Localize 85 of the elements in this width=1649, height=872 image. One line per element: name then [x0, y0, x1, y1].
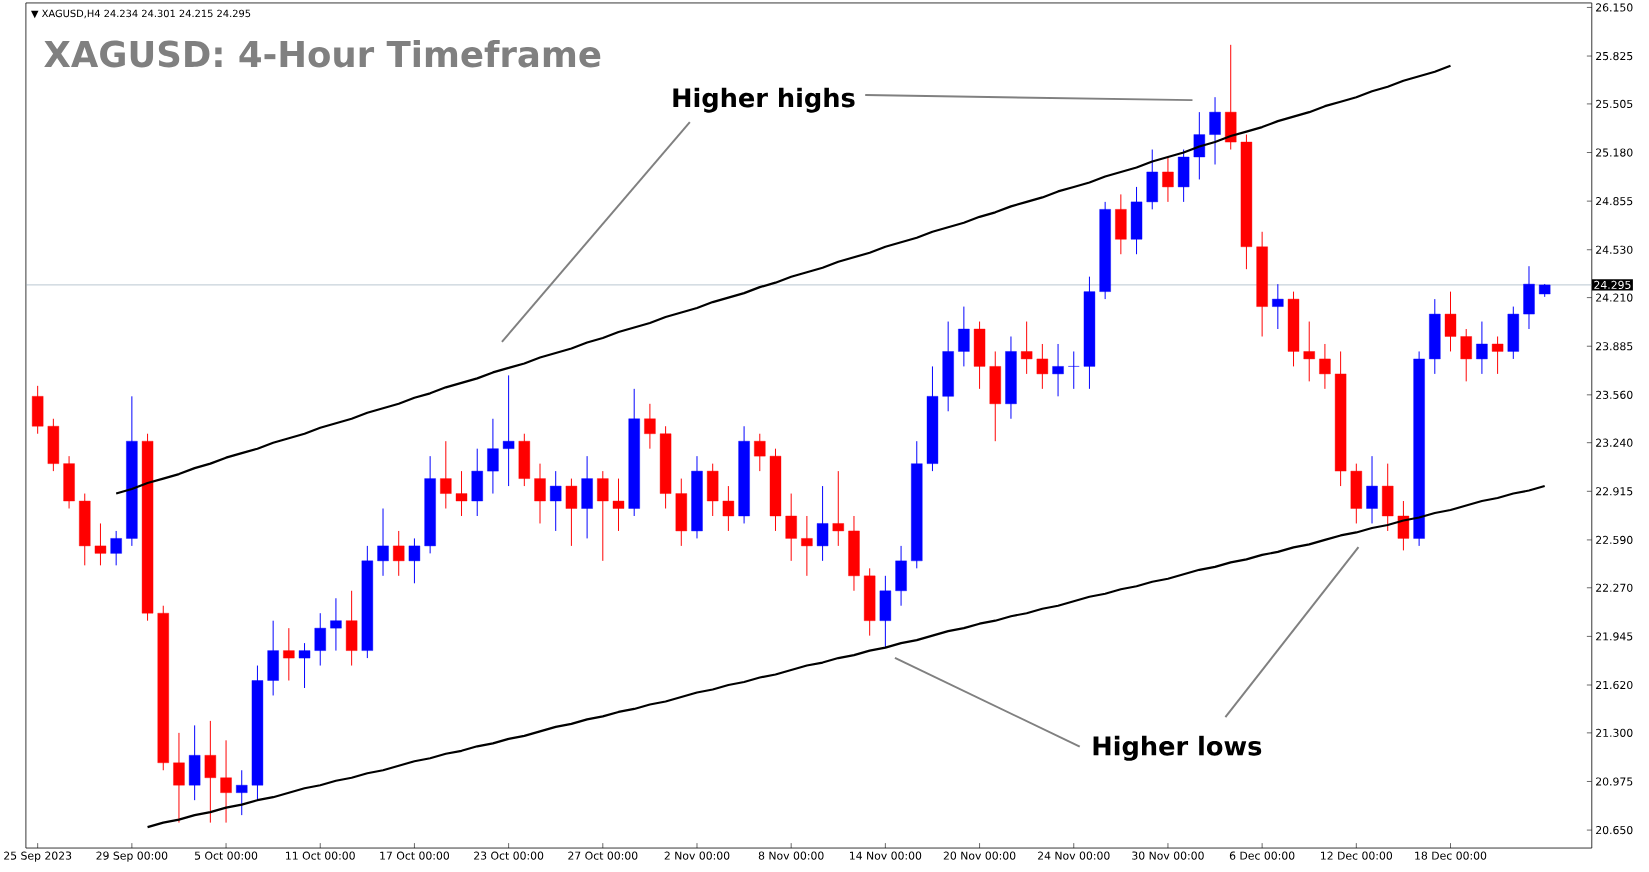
candlestick: [1036, 343, 1049, 390]
x-tick-label: 20 Nov 00:00: [943, 851, 1016, 860]
y-tick-label: 22.270: [1596, 583, 1633, 593]
x-tick-label: 27 Oct 00:00: [568, 851, 638, 860]
candlestick: [597, 470, 609, 562]
x-tick-label: 11 Oct 00:00: [286, 851, 355, 860]
y-tick-label: 21.945: [1596, 632, 1633, 641]
candlestick: [94, 523, 107, 566]
text: XAGUSD: 4-Hour Timeframe: [44, 40, 601, 68]
y-tick-label: 20.975: [1596, 777, 1633, 786]
candlestick: [1209, 96, 1221, 166]
x-tick-label: 17 Oct 00:00: [380, 851, 450, 860]
candlestick: [1303, 321, 1315, 383]
candlestick: [1460, 328, 1472, 383]
y-tick-label: 24.855: [1596, 197, 1633, 206]
candlestick: [440, 440, 452, 510]
y-tick-label: 22.915: [1596, 487, 1633, 496]
candlestick: [801, 515, 813, 577]
candlestick: [1052, 343, 1064, 397]
x-tick-label: 5 Oct 00:00: [194, 851, 258, 860]
candlestick: [1162, 156, 1174, 203]
candlestick: [1068, 351, 1080, 390]
candlestick: [220, 739, 232, 824]
candlestick: [1366, 455, 1378, 525]
candlestick: [330, 597, 342, 652]
candlestick: [1020, 321, 1033, 375]
y-tick-label: 25.180: [1596, 148, 1633, 157]
candlestick: [408, 538, 421, 584]
candlestick: [455, 470, 468, 517]
candlestick: [1491, 336, 1504, 375]
y-tick-label: 25.825: [1596, 52, 1633, 61]
x-tick-label: 6 Dec 00:00: [1229, 851, 1295, 860]
x-tick-label: 2 Nov 00:00: [664, 851, 730, 860]
candlestick: [1193, 111, 1206, 181]
x-tick-label: 23 Oct 00:00: [474, 851, 544, 860]
candlestick: [644, 403, 656, 450]
x-tick-label: 14 Nov 00:00: [850, 851, 922, 860]
y-tick-label: 21.300: [1596, 728, 1633, 738]
candlestick: [565, 478, 578, 547]
candlestick: [1319, 343, 1331, 390]
x-tick-label: 24 Nov 00:00: [1037, 851, 1110, 860]
annotation: Higher highs: [673, 87, 855, 113]
x-tick-label: 25 Sep 2023: [4, 851, 72, 862]
candlestick: [958, 306, 970, 368]
y-tick-label: 25.505: [1596, 99, 1633, 109]
x-tick-label: 29 Sep 00:00: [96, 851, 168, 862]
candlestick: [393, 530, 405, 577]
candlestick: [377, 508, 389, 577]
candlestick: [550, 470, 562, 532]
y-tick-label: 23.560: [1596, 390, 1633, 400]
candlestick: [502, 375, 515, 487]
y-tick-label: 24.210: [1596, 293, 1633, 302]
y-tick-label: 23.240: [1596, 438, 1633, 447]
y-tick-label: 24.530: [1596, 245, 1633, 254]
candlestick: [204, 720, 217, 824]
annotation: Higher lows: [1093, 735, 1262, 761]
text: ▼ XAGUSD,H4 24.234 24.301 24.215 24.295: [30, 9, 251, 19]
candlestick: [173, 732, 185, 824]
candlestick: [612, 478, 625, 532]
y-tick-label: 20.650: [1596, 826, 1633, 835]
candlestick: [1444, 291, 1457, 353]
candlestick: [785, 493, 797, 562]
x-tick-label: 30 Nov 00:00: [1132, 851, 1204, 860]
candlestick: [110, 530, 122, 566]
candlestick: [1272, 283, 1284, 330]
candlestick: [534, 463, 546, 525]
candlestick: [1476, 321, 1488, 375]
candlestick: [283, 627, 295, 682]
candlestick: [487, 418, 499, 495]
ref-line-label: 24.295: [1594, 280, 1631, 290]
candlestick: [832, 470, 844, 547]
y-tick-label: 22.590: [1596, 535, 1633, 545]
candlestick: [816, 485, 829, 562]
x-tick-label: 8 Nov 00:00: [758, 851, 824, 860]
candlestick: [754, 433, 766, 472]
candlestick: [236, 769, 248, 816]
y-tick-label: 26.150: [1596, 3, 1633, 12]
candlestick: [314, 612, 326, 667]
y-tick-label: 23.885: [1596, 342, 1633, 351]
x-tick-label: 12 Dec 00:00: [1321, 851, 1393, 860]
candlestick: [722, 485, 735, 532]
x-tick-label: 18 Dec 00:00: [1415, 851, 1487, 860]
candlestick: [298, 642, 311, 689]
y-tick-label: 21.620: [1596, 681, 1633, 690]
candlestick: [1397, 500, 1410, 552]
